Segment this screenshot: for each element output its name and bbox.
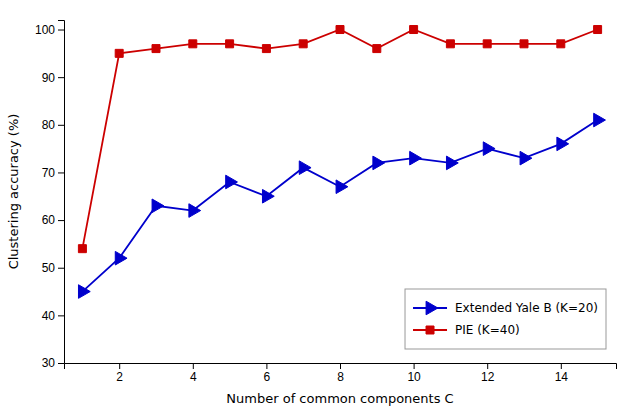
- x-tick-mark: [266, 363, 267, 369]
- plot: 2 4 6 8 10 12 14 30 40 50 60 70 80 90 100 Extended Yale…: [35, 21, 617, 384]
- y-tick-label: 70: [42, 166, 56, 180]
- x-tick-label: 6: [264, 370, 271, 384]
- x-tick: 12: [481, 363, 495, 384]
- y-tick-label: 60: [42, 213, 56, 227]
- x-tick-mark: [340, 363, 341, 369]
- y-tick: 30: [42, 356, 64, 370]
- series-line: [82, 120, 597, 292]
- y-tick: 70: [42, 166, 64, 180]
- series-marker: [594, 113, 606, 127]
- x-tick-label: 4: [190, 370, 197, 384]
- series-marker: [262, 45, 270, 53]
- y-tick: 90: [42, 71, 64, 85]
- legend-box: [405, 289, 606, 349]
- marks: [78, 26, 605, 299]
- chart: 2 4 6 8 10 12 14 30 40 50 60 70 80 90 100 Extended Yale…: [0, 0, 640, 415]
- x-tick-label: 2: [116, 370, 123, 384]
- series-marker: [336, 26, 344, 34]
- x-tick: 14: [555, 363, 569, 384]
- y-tick: 100: [35, 23, 64, 37]
- x-tick-mark: [561, 363, 562, 369]
- y-tick: 60: [42, 213, 64, 227]
- series-marker: [299, 40, 307, 48]
- y-tick-label: 90: [42, 71, 56, 85]
- x-tick-label: 10: [407, 370, 421, 384]
- legend: Extended Yale B (K=20) PIE (K=40): [405, 289, 606, 349]
- series-marker: [446, 156, 458, 170]
- x-tick-mark: [487, 363, 488, 369]
- y-tick-mark: [58, 363, 64, 364]
- series-marker: [226, 40, 234, 48]
- series-marker: [115, 49, 123, 57]
- legend-item: Extended Yale B (K=20): [413, 301, 598, 315]
- series-marker: [189, 40, 197, 48]
- y-axis-title: Clustering accuracy (%): [6, 114, 21, 270]
- x-axis: 2 4 6 8 10 12 14: [65, 363, 617, 384]
- series-marker: [78, 285, 90, 299]
- x-tick-label: 8: [337, 370, 344, 384]
- x-tick: 8: [337, 363, 344, 384]
- y-tick-label: 80: [42, 118, 56, 132]
- y-tick-mark: [58, 315, 64, 316]
- y-axis-line: [58, 21, 65, 364]
- series-marker: [262, 189, 274, 203]
- y-tick: 50: [42, 261, 64, 275]
- legend-label: Extended Yale B (K=20): [455, 301, 598, 315]
- x-tick: 6: [264, 363, 271, 384]
- x-axis-title: Number of common components C: [226, 391, 453, 406]
- series-marker: [557, 40, 565, 48]
- y-tick-mark: [58, 220, 64, 221]
- series-marker: [483, 40, 491, 48]
- y-tick-label: 100: [35, 23, 55, 37]
- y-tick-mark: [58, 125, 64, 126]
- series-line: [82, 30, 597, 249]
- legend-label: PIE (K=40): [455, 323, 520, 337]
- series-marker: [446, 40, 454, 48]
- series-marker: [336, 180, 348, 194]
- series-marker: [520, 40, 528, 48]
- series-marker: [373, 156, 385, 170]
- x-tick-mark: [414, 363, 415, 369]
- x-tick-mark: [119, 363, 120, 369]
- series-marker: [299, 161, 311, 175]
- y-tick-mark: [58, 268, 64, 269]
- x-axis-line: [65, 364, 617, 370]
- legend-item: PIE (K=40): [413, 323, 520, 337]
- series-marker: [152, 199, 164, 213]
- x-tick-label: 12: [481, 370, 495, 384]
- series-marker: [78, 245, 86, 253]
- legend-marker: [426, 301, 438, 315]
- series-marker: [410, 26, 418, 34]
- series-marker: [152, 45, 160, 53]
- x-tick-mark: [193, 363, 194, 369]
- y-tick-label: 40: [42, 309, 56, 323]
- series-marker: [115, 251, 127, 265]
- series-marker: [594, 26, 602, 34]
- series-marker: [520, 151, 532, 165]
- series-marker: [410, 151, 422, 165]
- series-marker: [226, 175, 238, 189]
- legend-marker: [426, 326, 434, 334]
- y-tick: 80: [42, 118, 64, 132]
- x-tick: 4: [190, 363, 197, 384]
- x-tick: 2: [116, 363, 123, 384]
- y-tick-mark: [58, 77, 64, 78]
- y-tick-mark: [58, 30, 64, 31]
- series-marker: [189, 204, 201, 218]
- series-marker: [373, 45, 381, 53]
- y-tick-label: 50: [42, 261, 56, 275]
- y-tick-mark: [58, 172, 64, 173]
- y-tick-label: 30: [42, 356, 56, 370]
- series-marker: [483, 142, 495, 156]
- y-axis: 30 40 50 60 70 80 90 100: [35, 21, 65, 371]
- y-tick: 40: [42, 309, 64, 323]
- x-tick: 10: [407, 363, 421, 384]
- series-marker: [557, 137, 569, 151]
- x-tick-label: 14: [555, 370, 569, 384]
